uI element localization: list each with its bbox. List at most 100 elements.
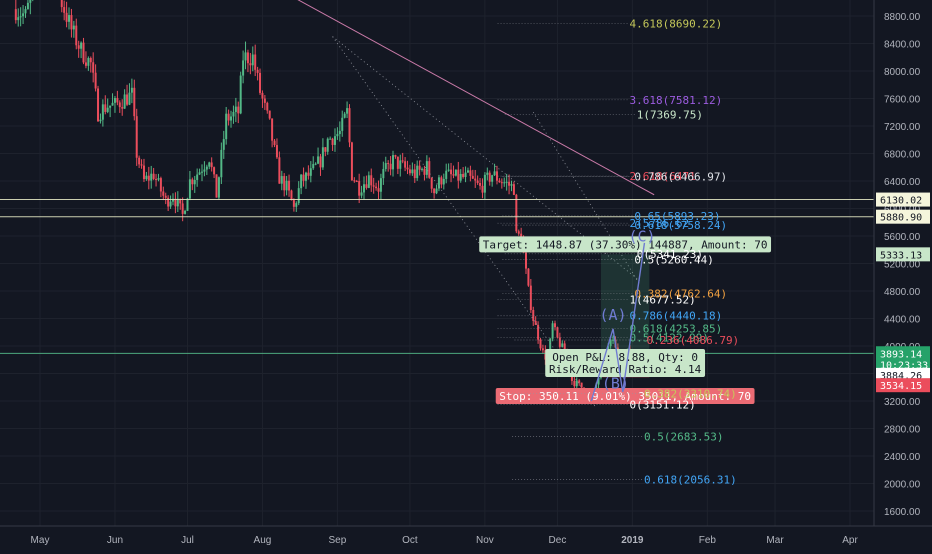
- candle-body: [193, 179, 196, 185]
- candle-body: [573, 380, 576, 387]
- candle: [109, 105, 112, 118]
- candle-body: [232, 111, 235, 117]
- price-tick-label: 2000.00: [884, 480, 921, 491]
- candle: [353, 177, 356, 183]
- candle-body: [230, 116, 233, 121]
- candle: [401, 152, 404, 164]
- candle-body: [440, 177, 443, 185]
- candle: [246, 49, 249, 73]
- candle-body: [430, 177, 433, 189]
- candle-body: [126, 94, 129, 105]
- candle-body: [355, 181, 358, 183]
- fib-label: 0.786(4440.18): [630, 310, 723, 323]
- candle: [205, 164, 208, 175]
- candle: [142, 158, 145, 183]
- candle: [331, 137, 334, 151]
- candle: [406, 160, 409, 175]
- candle: [508, 174, 511, 195]
- fib-label: 2(5786.62: [630, 217, 690, 230]
- candle: [551, 320, 554, 342]
- candle: [155, 174, 158, 187]
- candle: [106, 98, 109, 114]
- price-tag-bg: [876, 247, 930, 262]
- candle-body: [217, 177, 220, 198]
- candle: [503, 177, 506, 187]
- candle-body: [213, 167, 216, 175]
- time-tick-label: Apr: [842, 535, 858, 546]
- price-tag: 5333.13: [876, 247, 930, 261]
- candle: [14, 0, 17, 24]
- candle: [164, 192, 167, 205]
- candle: [309, 161, 312, 183]
- candle-body: [208, 162, 211, 167]
- candle: [573, 376, 576, 390]
- candle: [469, 165, 472, 182]
- candle: [404, 157, 407, 172]
- candle-body: [285, 180, 288, 191]
- candle: [157, 173, 160, 182]
- candle: [394, 154, 397, 159]
- candle: [234, 97, 237, 123]
- candle: [225, 106, 228, 145]
- candle-body: [442, 178, 445, 185]
- trendline: [297, 0, 655, 196]
- candle-body: [84, 62, 87, 66]
- candle-body: [404, 161, 407, 168]
- candle: [208, 161, 211, 170]
- candle: [329, 136, 332, 140]
- candle: [346, 101, 349, 119]
- candle: [481, 178, 484, 199]
- fib-label: 4.618(8690.22): [630, 18, 723, 31]
- wave-label: (A): [599, 306, 626, 324]
- candle: [363, 176, 365, 200]
- candle-body: [205, 166, 208, 170]
- stop-label-text: Stop: 350.11 (9.01%) 35011, Amount: 70: [499, 390, 751, 403]
- candle: [471, 169, 474, 180]
- candle-body: [181, 203, 184, 214]
- candle-body: [578, 380, 581, 383]
- candle-body: [551, 323, 554, 339]
- price-tick-label: 3200.00: [884, 397, 921, 408]
- price-tag: 3893.14: [876, 346, 930, 361]
- candle: [63, 0, 66, 21]
- candle-body: [597, 377, 600, 385]
- candle-body: [138, 157, 141, 165]
- fib-label: 0.5(4122.99): [630, 332, 709, 345]
- candle-body: [244, 52, 247, 61]
- candle-body: [457, 169, 460, 181]
- candle-body: [549, 338, 552, 359]
- candle-body: [462, 173, 465, 178]
- candle: [162, 186, 165, 201]
- candle: [440, 175, 443, 189]
- candle-body: [273, 140, 276, 146]
- wave-label: (C): [629, 228, 656, 246]
- candle-body: [302, 174, 305, 181]
- candle: [483, 172, 486, 199]
- candle-body: [341, 117, 344, 131]
- candle-body: [22, 13, 25, 17]
- candle: [263, 95, 266, 110]
- candle-body: [94, 72, 97, 89]
- candle-body: [319, 156, 322, 168]
- candle-body: [251, 54, 254, 66]
- candle: [220, 142, 223, 185]
- candle-body: [464, 172, 467, 178]
- price-tag-text: 3534.15: [880, 381, 922, 392]
- candle-body: [575, 380, 578, 387]
- candle: [87, 56, 90, 71]
- candle: [198, 168, 201, 176]
- candle-body: [171, 198, 174, 202]
- candle: [251, 46, 254, 72]
- price-tick-label: 4800.00: [884, 287, 921, 298]
- candle: [101, 99, 104, 127]
- candle: [123, 89, 126, 109]
- candle: [89, 56, 92, 73]
- candle-body: [534, 320, 537, 325]
- candle: [479, 178, 482, 190]
- candle: [384, 156, 387, 172]
- candle-body: [406, 167, 409, 170]
- candle: [452, 165, 455, 179]
